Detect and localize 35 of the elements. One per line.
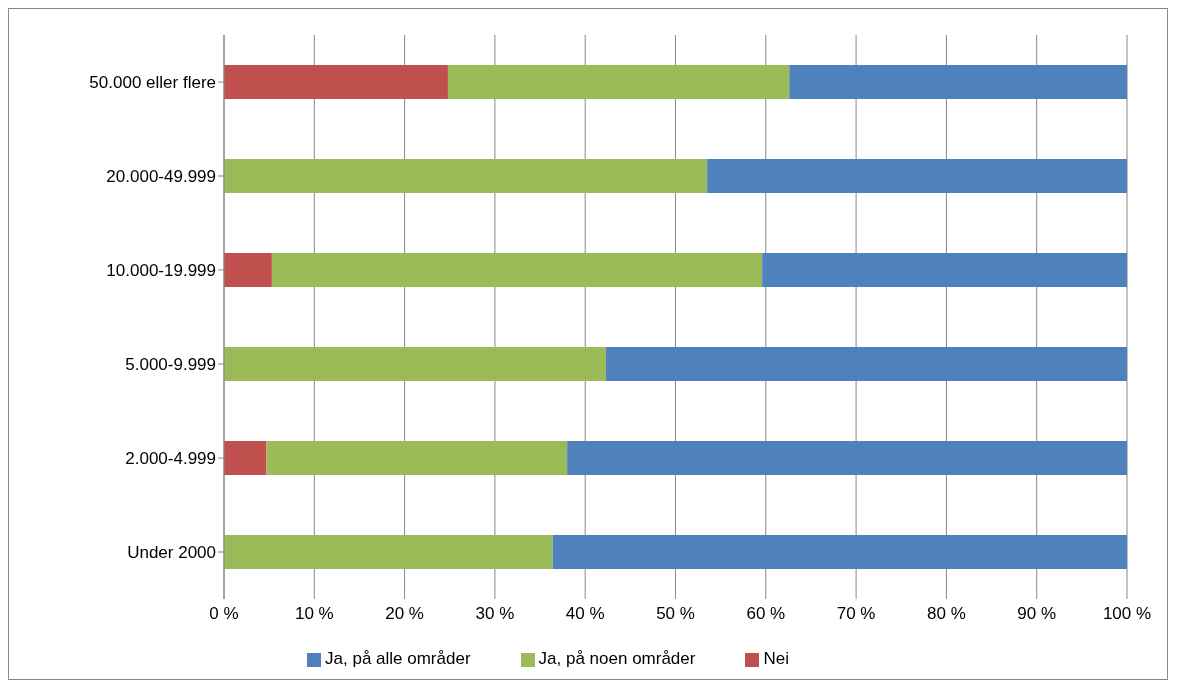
y-tick-label: 2.000-4.999 xyxy=(125,449,216,469)
bar xyxy=(552,535,1127,569)
bar xyxy=(271,253,763,287)
bar xyxy=(224,65,448,99)
bar xyxy=(224,347,606,381)
bar xyxy=(707,159,1127,193)
bar xyxy=(266,441,568,475)
x-tick-label: 90 % xyxy=(1017,604,1057,624)
x-tick-label: 0 % xyxy=(209,604,239,624)
x-tick-label: 40 % xyxy=(565,604,605,624)
x-tick-label: 20 % xyxy=(385,604,424,624)
bar xyxy=(605,347,1127,381)
x-tick-label: 50 % xyxy=(656,604,695,624)
bar xyxy=(567,441,1127,475)
bar xyxy=(224,159,708,193)
bar xyxy=(789,65,1127,99)
legend-label: Ja, på alle områder xyxy=(325,649,471,668)
x-tick-label: 60 % xyxy=(746,604,786,624)
legend-label: Ja, på noen områder xyxy=(538,649,696,668)
legend-label: Nei xyxy=(763,649,789,668)
x-tick-label: 10 % xyxy=(294,604,334,624)
bar xyxy=(762,253,1127,287)
x-tick-label: 100 % xyxy=(1102,604,1152,624)
x-tick-label: 70 % xyxy=(836,604,876,624)
bar xyxy=(224,535,553,569)
bar xyxy=(447,65,790,99)
x-tick-label: 80 % xyxy=(927,604,966,624)
y-tick-label: 10.000-19.999 xyxy=(106,261,216,281)
y-tick-label: Under 2000 xyxy=(127,543,216,563)
y-tick-label: 50.000 eller flere xyxy=(89,73,216,93)
bar xyxy=(224,253,272,287)
y-tick-label: 20.000-49.999 xyxy=(106,167,216,187)
bar xyxy=(224,441,267,475)
x-tick-label: 30 % xyxy=(475,604,515,624)
y-tick-label: 5.000-9.999 xyxy=(125,355,216,375)
